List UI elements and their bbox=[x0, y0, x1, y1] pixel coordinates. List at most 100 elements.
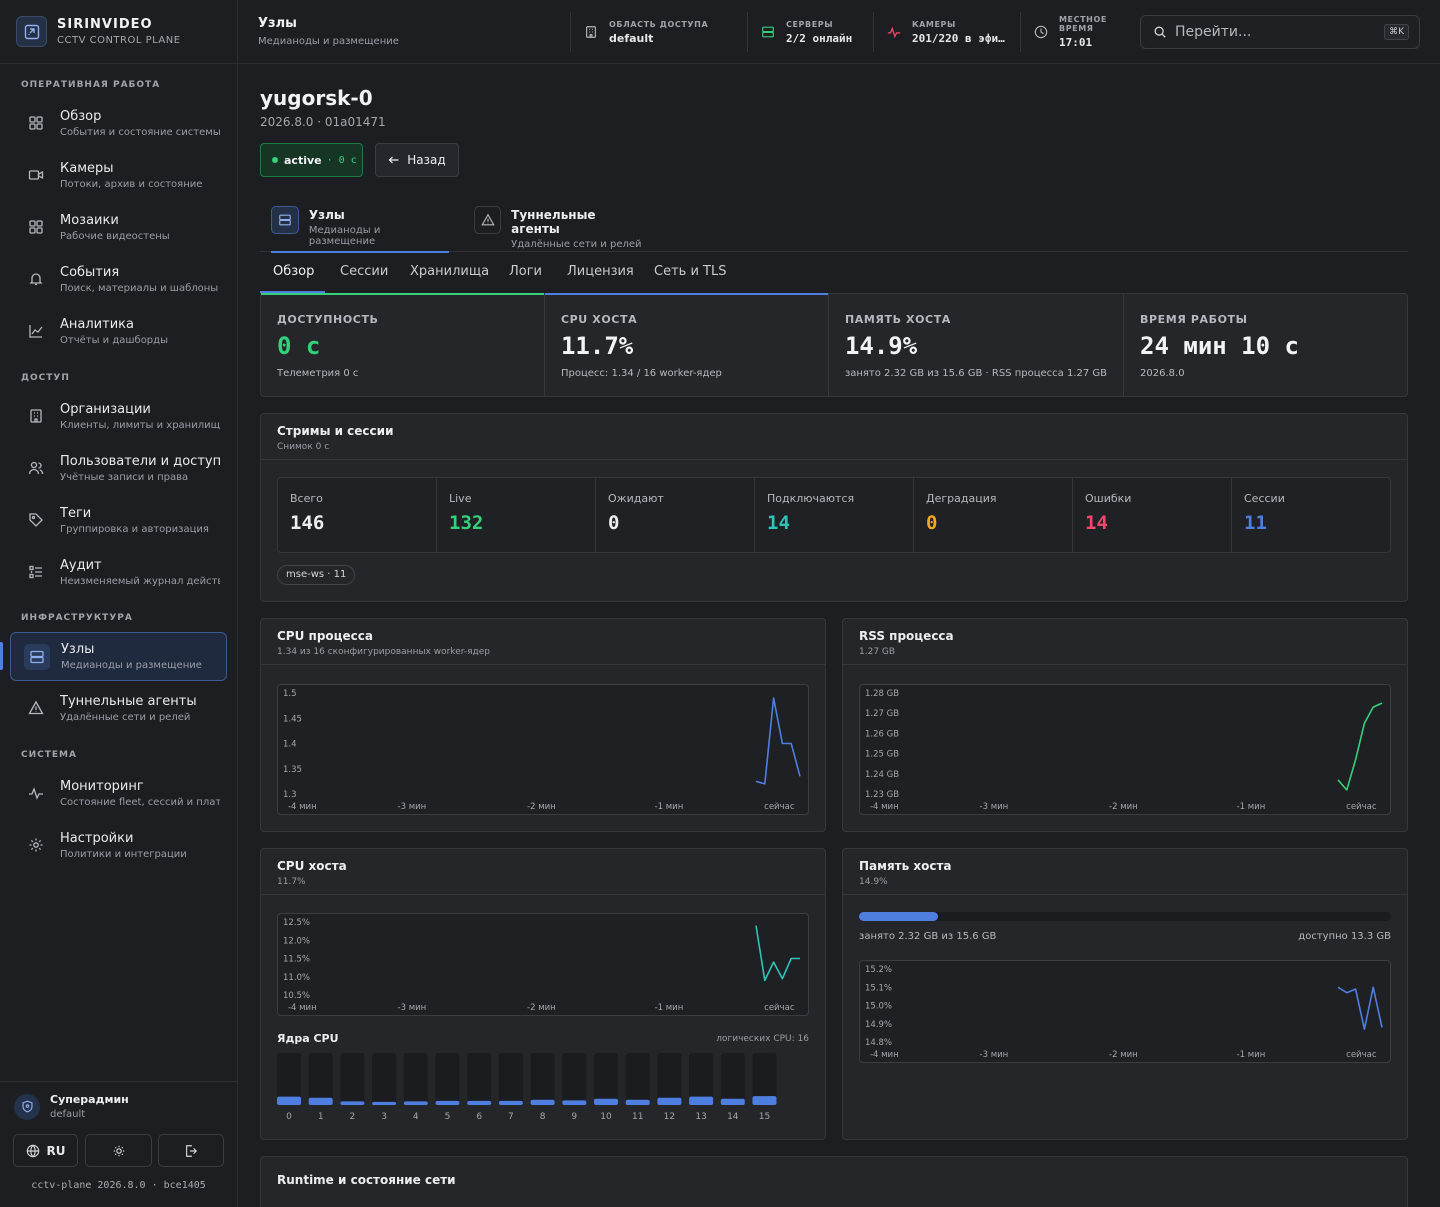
y-tick-label: 1.35 bbox=[283, 765, 302, 775]
search-icon bbox=[1153, 25, 1167, 39]
stat-value: 14 bbox=[767, 512, 790, 534]
stat-label: Ожидают bbox=[608, 492, 664, 505]
y-tick-label: 1.3 bbox=[283, 790, 297, 800]
core-bar-track bbox=[372, 1053, 397, 1105]
protocol-pill[interactable]: mse-ws · 11 bbox=[277, 565, 356, 585]
section-title-operations: ОПЕРАТИВНАЯ РАБОТА bbox=[21, 80, 161, 90]
streams-panel: Стримы и сессии Снимок 0 с Всего 146 Live 1… bbox=[260, 413, 1408, 602]
sub-tabs: Обзор Сессии Хранилища Логи Лицензия Сет… bbox=[260, 258, 1408, 294]
sidebar-item-organizations[interactable]: Организации Клиенты, лимиты и хранилище bbox=[10, 392, 227, 440]
cpu-process-chart: 1.5 1.45 1.4 1.35 1.3 -4 мин -3 мин -2 мин -1 ми… bbox=[277, 684, 809, 815]
sidebar-item-sub: Политики и интеграции bbox=[60, 848, 187, 860]
section-tabs: Узлы Медианоды и размещение Туннельные аг… bbox=[260, 200, 1408, 253]
user-card[interactable]: Суперадмин default bbox=[14, 1093, 129, 1120]
panel-subtitle: 1.34 из 16 сконфигурированных worker-яде… bbox=[277, 647, 490, 657]
status-age: · 0 с bbox=[326, 154, 357, 166]
sidebar-item-sub: Учётные записи и права bbox=[60, 471, 189, 483]
panel-title: Стримы и сессии bbox=[277, 424, 394, 438]
panel-title: CPU хоста bbox=[277, 859, 347, 873]
tab-nodes[interactable]: Узлы Медианоды и размещение bbox=[271, 200, 449, 253]
cameras-status[interactable]: КАМЕРЫ 201/220 в эфи… bbox=[873, 12, 1019, 52]
core-bar-track bbox=[720, 1053, 745, 1105]
chart-icon bbox=[23, 318, 49, 344]
stat-waiting: Ожидают 0 bbox=[596, 478, 755, 552]
subtab-sessions[interactable]: Сессии bbox=[340, 264, 389, 279]
sidebar: SIRINVIDEO CCTV CONTROL PLANE ОПЕРАТИВНА… bbox=[0, 0, 238, 1207]
sidebar-item-tunnel-agents[interactable]: Туннельные агенты Удалённые сети и релей bbox=[10, 684, 227, 732]
x-tick-label: сейчас bbox=[1346, 1050, 1377, 1060]
tab-sub: Медианоды и размещение bbox=[308, 225, 381, 247]
core-label: 10 bbox=[600, 1112, 612, 1122]
x-tick-label: сейчас bbox=[764, 1003, 795, 1013]
search-input[interactable]: Перейти... ⌘K bbox=[1140, 15, 1420, 49]
sidebar-item-tags[interactable]: Теги Группировка и авторизация bbox=[10, 496, 227, 544]
subtab-storage[interactable]: Хранилища bbox=[410, 264, 490, 279]
core-bar-track bbox=[562, 1053, 587, 1105]
sidebar-item-monitoring[interactable]: Мониторинг Состояние fleet, сессий и плат… bbox=[10, 769, 227, 817]
sidebar-item-mosaics[interactable]: Мозаики Рабочие видеостены bbox=[10, 203, 227, 251]
memory-host-chart: 15.2% 15.1% 15.0% 14.9% 14.8% -4 мин -3 мин -2 … bbox=[859, 960, 1391, 1063]
core-label: 0 bbox=[286, 1112, 292, 1122]
core-label: 6 bbox=[476, 1112, 482, 1122]
sidebar-item-settings[interactable]: Настройки Политики и интеграции bbox=[10, 821, 227, 869]
y-tick-label: 1.5 bbox=[283, 689, 297, 699]
sidebar-item-overview[interactable]: Обзор События и состояние системы bbox=[10, 99, 227, 147]
sidebar-item-sub: События и состояние системы bbox=[60, 126, 220, 138]
back-button[interactable]: Назад bbox=[375, 143, 459, 177]
time-value: 17:01 bbox=[1059, 36, 1093, 49]
sidebar-item-nodes[interactable]: Узлы Медианоды и размещение bbox=[10, 632, 227, 681]
time-label: МЕСТНОЕ ВРЕМЯ bbox=[1059, 15, 1107, 33]
sidebar-item-sub: Потоки, архив и состояние bbox=[60, 178, 203, 190]
theme-toggle-button[interactable] bbox=[85, 1134, 152, 1167]
kpi-value: 0 с bbox=[277, 332, 321, 360]
rss-process-panel: RSS процесса 1.27 GB 1.28 GB 1.27 GB 1.26 G… bbox=[842, 618, 1408, 832]
section-title-system: СИСТЕМА bbox=[21, 750, 77, 760]
x-tick-label: -2 мин bbox=[527, 802, 556, 812]
language-button[interactable]: RU bbox=[13, 1134, 78, 1167]
sidebar-item-users[interactable]: Пользователи и доступ Учётные записи и пр… bbox=[10, 444, 227, 492]
users-icon bbox=[23, 455, 49, 481]
sidebar-item-events[interactable]: События Поиск, материалы и шаблоны bbox=[10, 255, 227, 303]
core-bar bbox=[752, 1096, 777, 1105]
sidebar-item-sub: Группировка и авторизация bbox=[60, 523, 209, 535]
tab-tunnel-agents[interactable]: Туннельные агенты Удалённые сети и релей bbox=[474, 200, 644, 252]
core-bar-track bbox=[403, 1053, 428, 1105]
subtab-license[interactable]: Лицензия bbox=[567, 264, 634, 279]
core-bar-track bbox=[308, 1053, 333, 1105]
language-label: RU bbox=[46, 1143, 66, 1158]
subtab-network-tls[interactable]: Сеть и TLS bbox=[654, 264, 727, 279]
series-line bbox=[755, 925, 800, 982]
stat-value: 14 bbox=[1085, 512, 1108, 534]
stat-value: 132 bbox=[449, 512, 484, 534]
servers-status[interactable]: СЕРВЕРЫ 2/2 онлайн bbox=[747, 12, 872, 52]
sidebar-item-sub: Рабочие видеостены bbox=[60, 230, 170, 242]
cameras-value: 201/220 в эфи… bbox=[912, 31, 1005, 45]
kpi-host-cpu: CPU ХОСТА 11.7% Процесс: 1.34 / 16 worke… bbox=[544, 293, 829, 396]
core-bar bbox=[435, 1100, 460, 1105]
cores-title: Ядра CPU bbox=[277, 1032, 339, 1045]
subtab-overview[interactable]: Обзор bbox=[273, 264, 315, 279]
core-bar bbox=[308, 1097, 333, 1105]
sidebar-item-audit[interactable]: Аудит Неизменяемый журнал действ... bbox=[10, 548, 227, 596]
sidebar-item-analytics[interactable]: Аналитика Отчёты и дашборды bbox=[10, 307, 227, 355]
scope-selector[interactable]: ОБЛАСТЬ ДОСТУПА default bbox=[570, 12, 746, 52]
list-icon bbox=[23, 559, 49, 585]
sidebar-item-sub: Отчёты и дашборды bbox=[60, 334, 168, 346]
building-icon bbox=[23, 403, 49, 429]
search-placeholder: Перейти... bbox=[1175, 24, 1252, 40]
sidebar-item-sub: Клиенты, лимиты и хранилище bbox=[60, 419, 220, 431]
stat-degraded: Деградация 0 bbox=[914, 478, 1073, 552]
sidebar-item-label: Мониторинг bbox=[60, 778, 144, 794]
cameras-label: КАМЕРЫ bbox=[912, 19, 956, 29]
x-tick-label: -2 мин bbox=[1109, 802, 1138, 812]
tab-label: Узлы bbox=[308, 208, 345, 222]
y-tick-label: 15.2% bbox=[865, 965, 892, 975]
sidebar-item-label: Обзор bbox=[60, 108, 102, 124]
core-label: 14 bbox=[727, 1112, 739, 1122]
sidebar-item-cameras[interactable]: Камеры Потоки, архив и состояние bbox=[10, 151, 227, 199]
core-bar-track bbox=[467, 1053, 492, 1105]
logout-button[interactable] bbox=[158, 1134, 224, 1167]
subtab-logs[interactable]: Логи bbox=[509, 264, 543, 279]
bell-icon bbox=[23, 266, 49, 292]
kpi-value: 11.7% bbox=[560, 332, 634, 360]
